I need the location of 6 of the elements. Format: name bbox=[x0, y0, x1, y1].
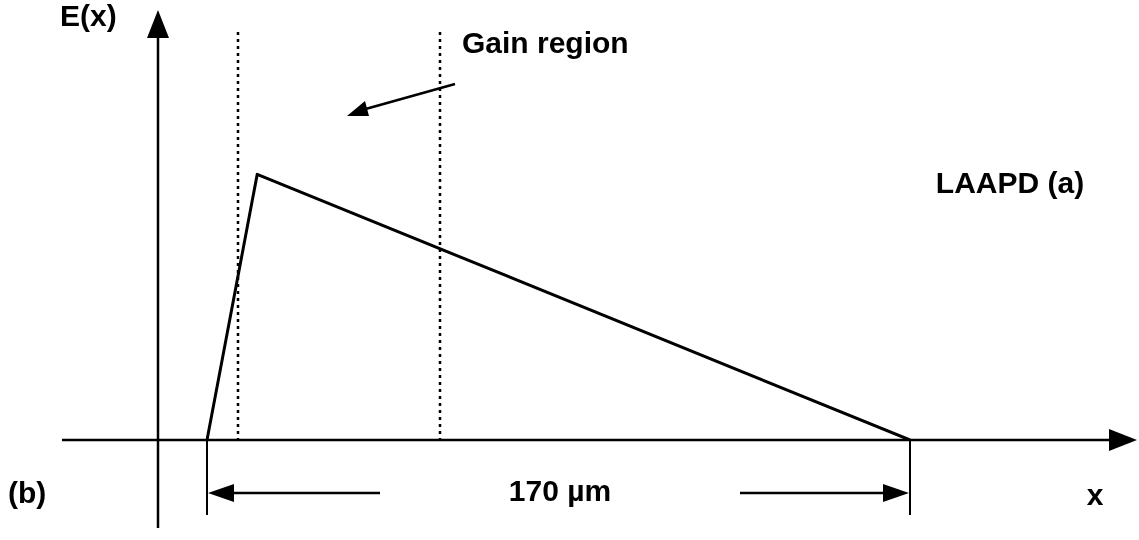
text: x bbox=[1086, 478, 1104, 512]
text: E(x) bbox=[60, 0, 117, 33]
text: 170 µm bbox=[508, 474, 612, 508]
text: Gain region bbox=[462, 26, 629, 60]
text: LAAPD (a) bbox=[935, 166, 1085, 200]
text: (b) bbox=[8, 476, 47, 510]
